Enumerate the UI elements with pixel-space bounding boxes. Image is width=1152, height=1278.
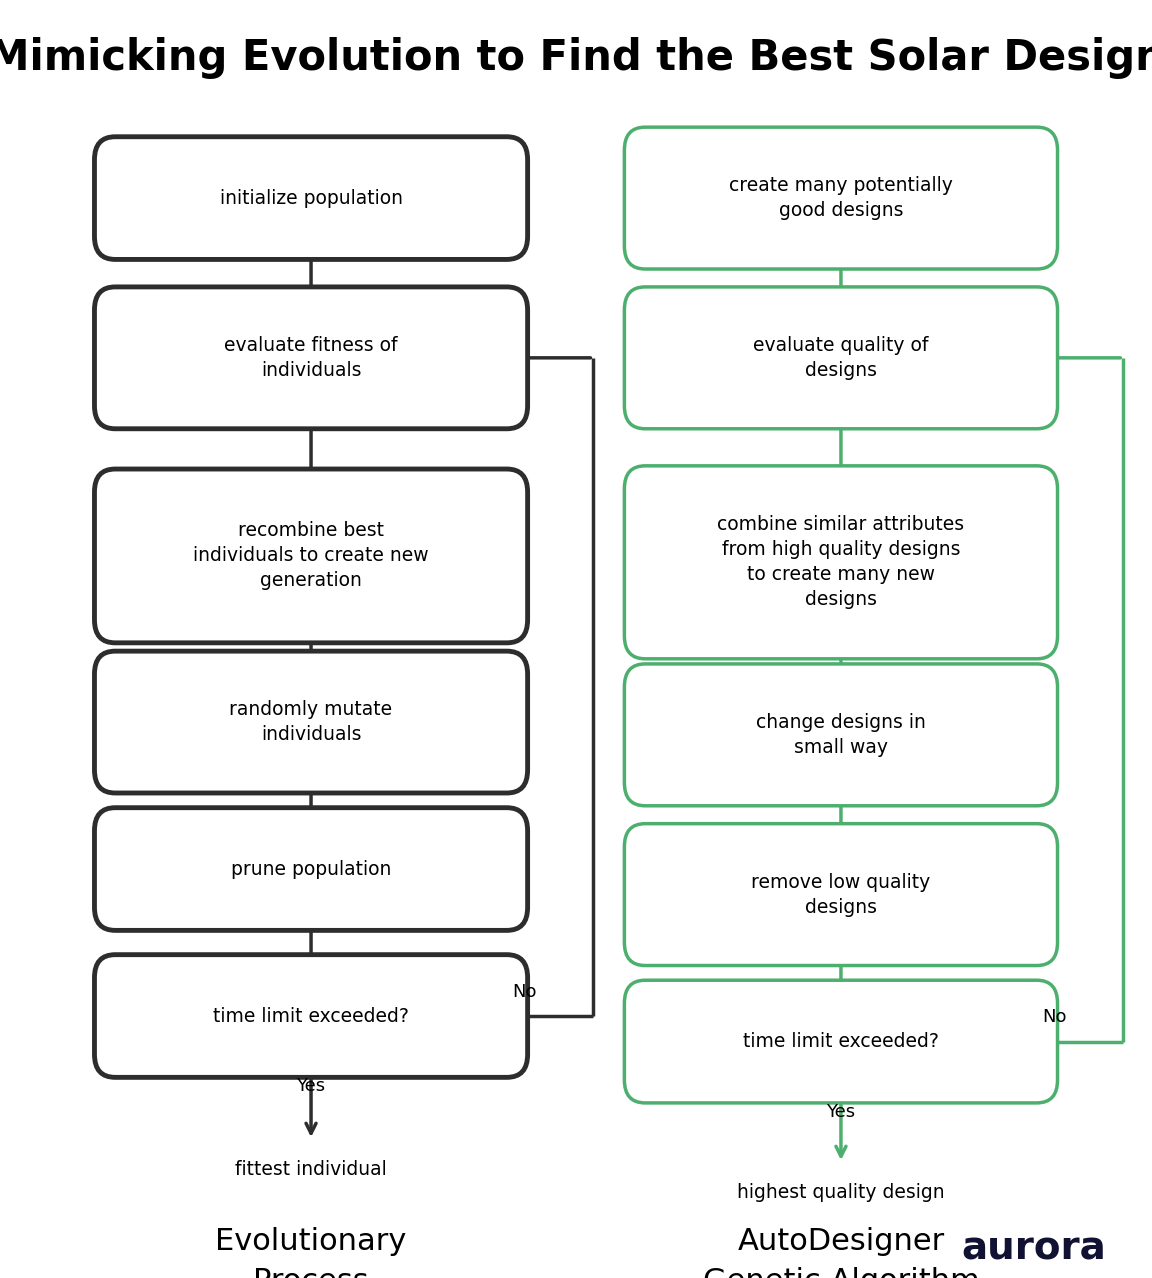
Text: Yes: Yes [826, 1103, 856, 1121]
FancyBboxPatch shape [624, 128, 1058, 270]
Text: AutoDesigner
Genetic Algorithm: AutoDesigner Genetic Algorithm [703, 1227, 979, 1278]
FancyBboxPatch shape [94, 651, 528, 792]
Text: Yes: Yes [296, 1077, 326, 1095]
Text: create many potentially
good designs: create many potentially good designs [729, 176, 953, 220]
FancyBboxPatch shape [624, 288, 1058, 429]
Text: time limit exceeded?: time limit exceeded? [743, 1033, 939, 1051]
Text: randomly mutate
individuals: randomly mutate individuals [229, 700, 393, 744]
Text: recombine best
individuals to create new
generation: recombine best individuals to create new… [194, 521, 429, 590]
Text: aurora: aurora [961, 1229, 1106, 1268]
Text: No: No [1043, 1008, 1067, 1026]
Text: No: No [513, 983, 537, 1001]
Text: prune population: prune population [230, 860, 392, 878]
Text: combine similar attributes
from high quality designs
to create many new
designs: combine similar attributes from high qua… [718, 515, 964, 610]
FancyBboxPatch shape [94, 288, 528, 429]
Text: evaluate fitness of
individuals: evaluate fitness of individuals [225, 336, 397, 380]
Text: initialize population: initialize population [220, 189, 402, 207]
FancyBboxPatch shape [624, 665, 1058, 806]
FancyBboxPatch shape [94, 469, 528, 643]
FancyBboxPatch shape [94, 808, 528, 930]
Text: Mimicking Evolution to Find the Best Solar Design: Mimicking Evolution to Find the Best Sol… [0, 37, 1152, 78]
FancyBboxPatch shape [624, 980, 1058, 1103]
Text: change designs in
small way: change designs in small way [756, 713, 926, 757]
FancyBboxPatch shape [94, 955, 528, 1077]
FancyBboxPatch shape [624, 465, 1058, 659]
Text: Evolutionary
Process: Evolutionary Process [215, 1227, 407, 1278]
Text: remove low quality
designs: remove low quality designs [751, 873, 931, 916]
Text: fittest individual: fittest individual [235, 1160, 387, 1178]
Text: highest quality design: highest quality design [737, 1183, 945, 1201]
FancyBboxPatch shape [624, 823, 1058, 966]
FancyBboxPatch shape [94, 137, 528, 259]
Text: time limit exceeded?: time limit exceeded? [213, 1007, 409, 1025]
Text: evaluate quality of
designs: evaluate quality of designs [753, 336, 929, 380]
